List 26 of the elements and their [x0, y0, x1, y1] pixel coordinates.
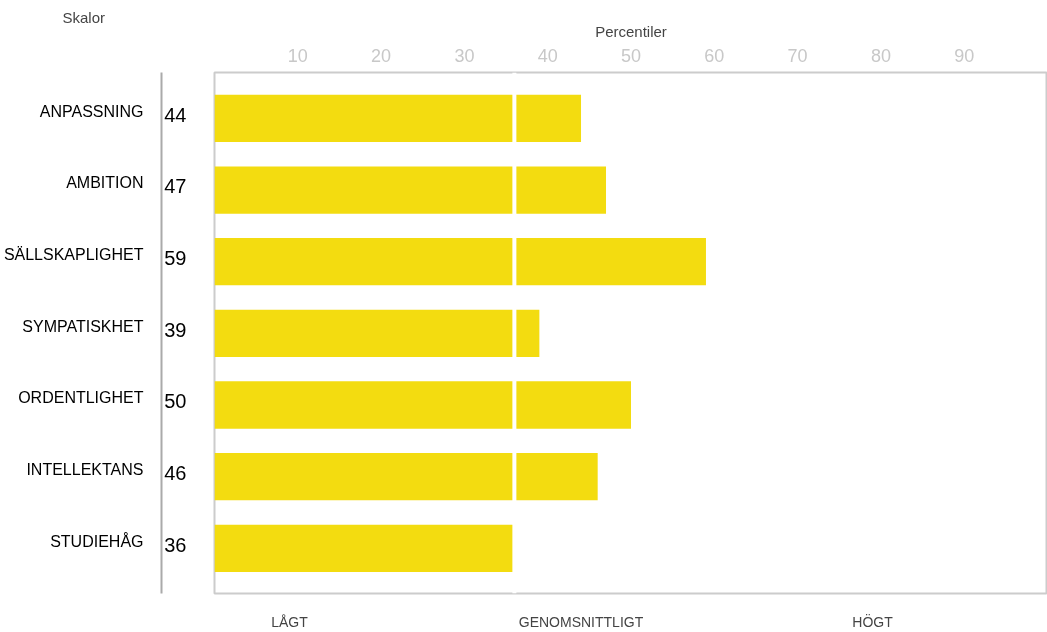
y-axis-title: Skalor [62, 8, 106, 26]
x-axis-title: Percentiler [595, 22, 667, 40]
text: HÖGT [852, 612, 894, 630]
data-label: 36 [164, 533, 187, 556]
data-label: 46 [164, 462, 187, 485]
data-label: 44 [164, 103, 187, 126]
y-tick-label: ORDENTLIGHET [18, 389, 144, 407]
data-label: 39 [164, 318, 187, 341]
text: GENOMSNITTLIGT [518, 613, 644, 630]
y-tick-label: SYMPATISKHET [22, 317, 144, 335]
bar [214, 94, 582, 143]
y-tick-label: INTELLEKTANS [26, 461, 144, 479]
bar [214, 524, 515, 572]
bar [214, 166, 607, 214]
y-tick-label: ANPASSNING [39, 102, 144, 120]
y-tick-label: STUDIEHÅG [50, 531, 144, 550]
bar [214, 381, 631, 429]
y-tick-label: AMBITION [66, 174, 144, 192]
data-label: 47 [164, 175, 187, 198]
bar [214, 453, 598, 501]
bar [214, 309, 540, 358]
y-tick-label: SÄLLSKAPLIGHET [3, 246, 144, 264]
bar [214, 238, 706, 286]
text: LÅGT [271, 613, 309, 630]
data-label: 59 [164, 247, 187, 270]
data-label: 50 [164, 390, 187, 413]
